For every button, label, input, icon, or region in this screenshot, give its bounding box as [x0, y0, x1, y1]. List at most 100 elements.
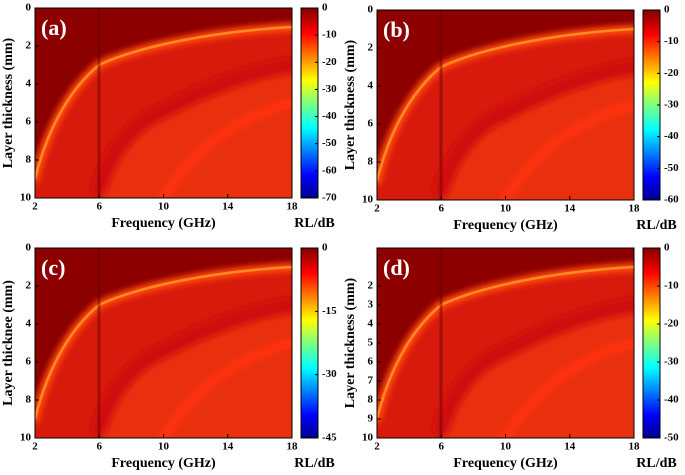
- x-tick-label: 18: [629, 441, 641, 453]
- y-tick-label: 8: [368, 394, 374, 406]
- colorbar-tick-label: -10: [322, 29, 337, 41]
- colorbar-tick-label: -30: [322, 368, 337, 380]
- x-tick-label: 10: [500, 441, 512, 453]
- colorbar-tick-label: -60: [322, 164, 337, 176]
- colorbar-tick-label: 0: [322, 242, 328, 254]
- colorbar-tick-label: -20: [322, 56, 337, 68]
- colorbar-tick-label: -50: [322, 137, 337, 149]
- colorbar-tick-label: -45: [322, 432, 337, 444]
- x-tick-label: 14: [564, 441, 576, 453]
- colorbar-label: RL/dB: [636, 218, 676, 233]
- y-tick-label: 6: [368, 118, 374, 130]
- colorbar-tick-label: -50: [664, 162, 679, 174]
- panel: (d) 2 6 10 14 18 2 3 4 5 6 7 8 9 10 Frequency (GHz) Laye…: [343, 242, 679, 472]
- panel: (b) 2 6 10 14 18 0 2 4 6 8 10 Frequency (GHz) Layer t…: [343, 4, 679, 234]
- y-tick-label: 2: [368, 280, 374, 292]
- y-tick-label: 4: [26, 318, 32, 330]
- panel-label: (a): [41, 15, 67, 40]
- heatmap-field: [35, 248, 292, 438]
- x-tick-label: 6: [97, 201, 103, 213]
- y-tick-label: 2: [26, 40, 32, 52]
- y-tick-label: 6: [368, 356, 374, 368]
- panel: (a) 2 6 10 14 18 0 2 4 6 8 10 Frequency (GHz) Layer t…: [1, 2, 337, 232]
- y-axis-label: Layer thickness (mm): [1, 37, 16, 168]
- colorbar-tick-label: 0: [664, 4, 670, 16]
- y-axis-label: Layer thicknee (mm): [1, 280, 16, 406]
- heatmap: [35, 248, 292, 438]
- heatmap: [35, 8, 292, 198]
- y-axis-label: Layer thickness (mm): [343, 39, 358, 170]
- panel-label: (c): [41, 255, 65, 280]
- y-tick-label: 0: [26, 242, 32, 254]
- x-tick-label: 18: [287, 441, 299, 453]
- y-tick-label: 8: [26, 394, 32, 406]
- colorbar-tick-label: -30: [664, 356, 679, 368]
- panel-label: (d): [383, 255, 410, 280]
- x-axis-label: Frequency (GHz): [111, 456, 216, 471]
- x-tick-label: 14: [222, 441, 234, 453]
- y-tick-label: 7: [368, 375, 374, 387]
- colorbar-tick-label: 0: [322, 2, 328, 14]
- y-tick-label: 8: [26, 154, 32, 166]
- y-tick-label: 2: [368, 42, 374, 54]
- x-tick-label: 2: [32, 441, 38, 453]
- y-tick-label: 4: [26, 78, 32, 90]
- x-axis-label: Frequency (GHz): [453, 456, 558, 471]
- panel: (c) 2 6 10 14 18 0 2 4 6 8 10 Frequency (GHz) Layer t…: [1, 242, 337, 472]
- heatmap-field: [377, 10, 634, 200]
- y-axis-label: Layer thickness (mm): [343, 277, 358, 408]
- y-tick-label: 2: [26, 280, 32, 292]
- x-tick-label: 14: [564, 203, 576, 215]
- x-tick-label: 6: [97, 441, 103, 453]
- colorbar-tick-label: -10: [664, 35, 679, 47]
- x-tick-label: 18: [629, 203, 641, 215]
- y-tick-label: 5: [368, 337, 374, 349]
- colorbar-tick-label: -20: [664, 67, 679, 79]
- heatmap-field: [35, 8, 292, 198]
- colorbar-tick-label: -50: [664, 432, 679, 444]
- x-tick-label: 14: [222, 201, 234, 213]
- heatmap-field: [377, 248, 634, 438]
- x-tick-label: 2: [32, 201, 38, 213]
- colorbar-tick-label: -30: [664, 99, 679, 111]
- colorbar-label: RL/dB: [294, 456, 334, 471]
- y-tick-label: 10: [362, 432, 374, 444]
- x-tick-label: 18: [287, 201, 299, 213]
- colorbar-tick-label: -70: [322, 192, 337, 204]
- x-tick-label: 10: [158, 441, 170, 453]
- colorbar-tick-label: -60: [664, 194, 679, 206]
- x-axis-label: Frequency (GHz): [453, 218, 558, 233]
- colorbar-label: RL/dB: [636, 456, 676, 471]
- colorbar-label: RL/dB: [294, 216, 334, 231]
- colorbar-tick-label: -40: [664, 130, 679, 142]
- colorbar-tick-label: -40: [322, 110, 337, 122]
- x-axis-label: Frequency (GHz): [111, 216, 216, 231]
- y-tick-label: 6: [26, 356, 32, 368]
- x-tick-label: 10: [500, 203, 512, 215]
- colorbar-tick-label: 0: [664, 242, 670, 254]
- x-tick-label: 2: [374, 441, 380, 453]
- x-tick-label: 6: [439, 441, 445, 453]
- y-tick-label: 8: [368, 156, 374, 168]
- colorbar: [642, 247, 661, 439]
- colorbar-tick-label: -40: [664, 394, 679, 406]
- x-tick-label: 2: [374, 203, 380, 215]
- y-tick-label: 10: [20, 432, 32, 444]
- heatmap: [377, 248, 634, 438]
- y-tick-label: 9: [368, 413, 374, 425]
- x-tick-label: 10: [158, 201, 170, 213]
- colorbar-tick-label: -30: [322, 83, 337, 95]
- y-tick-label: 6: [26, 116, 32, 128]
- y-tick-label: 4: [368, 318, 374, 330]
- colorbar: [300, 7, 319, 199]
- y-tick-label: 10: [362, 194, 374, 206]
- colorbar: [300, 247, 319, 439]
- y-tick-label: 10: [20, 192, 32, 204]
- y-tick-label: 0: [26, 2, 32, 14]
- heatmap: [377, 10, 634, 200]
- y-tick-label: 3: [368, 299, 374, 311]
- panel-label: (b): [383, 17, 410, 42]
- y-tick-label: 4: [368, 80, 374, 92]
- y-tick-label: 0: [368, 4, 374, 16]
